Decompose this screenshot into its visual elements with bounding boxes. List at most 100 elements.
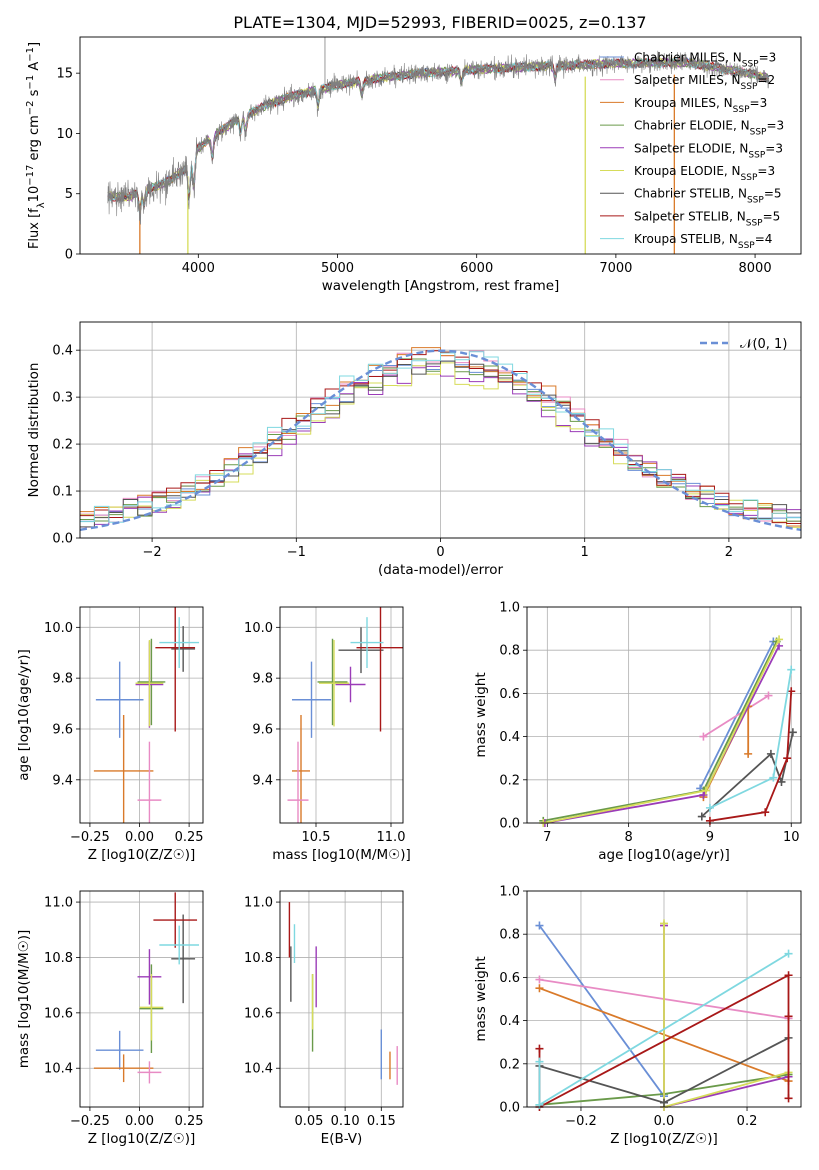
tick-label-y: 10.6 bbox=[44, 1006, 73, 1021]
legend-label: Kroupa ELODIE, NSSP=3 bbox=[634, 164, 775, 183]
tick-label-x: 10 bbox=[783, 830, 800, 845]
tick-label-y: 5 bbox=[65, 187, 73, 202]
weight-line bbox=[709, 669, 793, 809]
x-axis-label-mass_vs_EBV: E(B-V) bbox=[321, 1131, 363, 1147]
weight_vs_age-plot bbox=[539, 635, 797, 827]
tick-label-y: 9.4 bbox=[52, 773, 73, 788]
weight-marker bbox=[705, 803, 714, 812]
spectrum-plot bbox=[107, 37, 770, 254]
weight-marker bbox=[535, 921, 544, 930]
tick-label-y: 9.6 bbox=[52, 722, 73, 737]
error-bar-point bbox=[159, 617, 200, 668]
weight-marker bbox=[705, 816, 714, 825]
tick-label-x: 0.00 bbox=[125, 830, 154, 845]
tick-label-y: 10.4 bbox=[244, 1062, 273, 1077]
y-axis-label-residuals: Normed distribution bbox=[26, 363, 42, 498]
tick-label-y: 0.2 bbox=[499, 1057, 520, 1072]
tick-label-y: 0.3 bbox=[52, 391, 73, 406]
weight-marker bbox=[788, 728, 797, 737]
figure-title: PLATE=1304, MJD=52993, FIBERID=0025, z=0… bbox=[233, 13, 646, 32]
tick-label-x: 0 bbox=[436, 545, 444, 560]
error-bar-point bbox=[319, 640, 349, 727]
residuals-plot bbox=[80, 347, 801, 531]
axes-residuals: −2 −1 0 1 2 0.0 0.1 0.2 0.3 0.4 bbox=[52, 322, 801, 560]
weight-series bbox=[705, 687, 796, 825]
tick-label-x: 6000 bbox=[460, 261, 493, 276]
legend-label: 𝒩(0, 1) bbox=[740, 337, 787, 352]
tick-label-x: 7 bbox=[543, 830, 551, 845]
error-bar-point bbox=[356, 607, 403, 732]
tick-label-x: 7000 bbox=[599, 261, 632, 276]
frame-age_vs_mass bbox=[279, 606, 404, 824]
error-bar-point bbox=[350, 617, 384, 668]
y-axis-label-age_vs_Z: age [log10(age/yr)] bbox=[16, 649, 32, 781]
tick-label-x: −1 bbox=[287, 545, 306, 560]
tick-label-x: 0.25 bbox=[175, 1114, 204, 1129]
tick-label-y: 0.8 bbox=[499, 644, 520, 659]
error-bar-point bbox=[317, 638, 348, 726]
y-axis-label-weight_vs_Z: mass weight bbox=[473, 956, 489, 1041]
x-axis-label-weight_vs_age: age [log10(age/yr)] bbox=[598, 847, 730, 863]
error-bar-point bbox=[338, 627, 384, 674]
error-bar-point bbox=[139, 974, 164, 1041]
tick-label-y: 0.0 bbox=[499, 817, 520, 832]
tick-label-y: 9.8 bbox=[252, 672, 273, 687]
tick-label-y: 0.2 bbox=[52, 438, 73, 453]
residuals-legend: 𝒩(0, 1) bbox=[700, 337, 787, 352]
weight-series bbox=[535, 949, 793, 1109]
tick-label-x: 2 bbox=[725, 545, 733, 560]
tick-label-x: 0.15 bbox=[367, 1114, 396, 1129]
tick-label-y: 11.0 bbox=[244, 896, 273, 911]
tick-label-y: 1.0 bbox=[499, 885, 520, 900]
error-bar-point bbox=[95, 1030, 144, 1070]
weight-line bbox=[709, 691, 793, 822]
tick-label-y: 0.4 bbox=[499, 730, 520, 745]
tick-label-x: 0.00 bbox=[125, 1114, 154, 1129]
tick-label-y: 0.0 bbox=[499, 1101, 520, 1116]
error-bar-point bbox=[155, 607, 196, 732]
tick-label-y: 10.4 bbox=[44, 1062, 73, 1077]
weight_vs_Z-plot bbox=[535, 919, 793, 1111]
legend-label: Chabrier MILES, NSSP=3 bbox=[634, 51, 776, 70]
error-bar-point bbox=[292, 715, 310, 823]
weight-marker bbox=[784, 971, 793, 980]
error-bar-point bbox=[171, 914, 196, 1004]
tick-label-y: 0.1 bbox=[52, 485, 73, 500]
error-bar-point bbox=[153, 892, 198, 948]
weight-marker bbox=[535, 975, 544, 984]
axes-age_vs_mass: 10.5 11.0 9.4 9.6 9.8 10.0 bbox=[244, 607, 405, 845]
weight-marker bbox=[783, 754, 792, 763]
tick-label-y: 0.8 bbox=[499, 928, 520, 943]
weight-marker bbox=[535, 1100, 544, 1109]
weight-line bbox=[543, 639, 780, 824]
error-bar-point bbox=[137, 638, 166, 726]
tick-label-y: 0.6 bbox=[499, 687, 520, 702]
error-bar-point bbox=[95, 661, 144, 738]
legend-label: Salpeter STELIB, NSSP=5 bbox=[634, 209, 780, 228]
weight-marker bbox=[775, 635, 784, 644]
error-bar-point bbox=[135, 640, 164, 727]
error-bar-point bbox=[137, 949, 162, 1005]
weight-marker bbox=[784, 1094, 793, 1103]
tick-label-y: 10 bbox=[56, 127, 73, 142]
tick-label-x: 0.05 bbox=[294, 1114, 323, 1129]
tick-label-x: 10.5 bbox=[302, 830, 331, 845]
frame-spectrum bbox=[79, 36, 802, 255]
weight-series bbox=[705, 665, 796, 812]
y-axis-label-weight_vs_age: mass weight bbox=[473, 672, 489, 757]
tick-label-y: 0 bbox=[65, 248, 73, 263]
tick-label-x: 8000 bbox=[739, 261, 772, 276]
legend-label: Salpeter MILES, NSSP=2 bbox=[634, 73, 775, 92]
legend-label: Kroupa STELIB, NSSP=4 bbox=[634, 232, 772, 251]
data-spectrum bbox=[107, 50, 770, 225]
tick-label-x: −0.25 bbox=[70, 830, 110, 845]
weight-marker bbox=[660, 919, 668, 928]
tick-label-x: 0.0 bbox=[654, 1114, 675, 1129]
error-bar-point bbox=[93, 1054, 154, 1083]
frame-weight_vs_age bbox=[526, 606, 802, 824]
axes-weight_vs_age: 7 8 9 10 0.0 0.2 0.4 0.6 0.8 1.0 bbox=[499, 601, 801, 845]
weight-marker bbox=[744, 749, 753, 758]
frame-mass_vs_EBV bbox=[279, 890, 404, 1108]
axes-mass_vs_EBV: 0.05 0.10 0.15 10.4 10.6 10.8 11.0 bbox=[244, 891, 403, 1129]
x-axis-label-spectrum: wavelength [Angstrom, rest frame] bbox=[322, 278, 560, 294]
